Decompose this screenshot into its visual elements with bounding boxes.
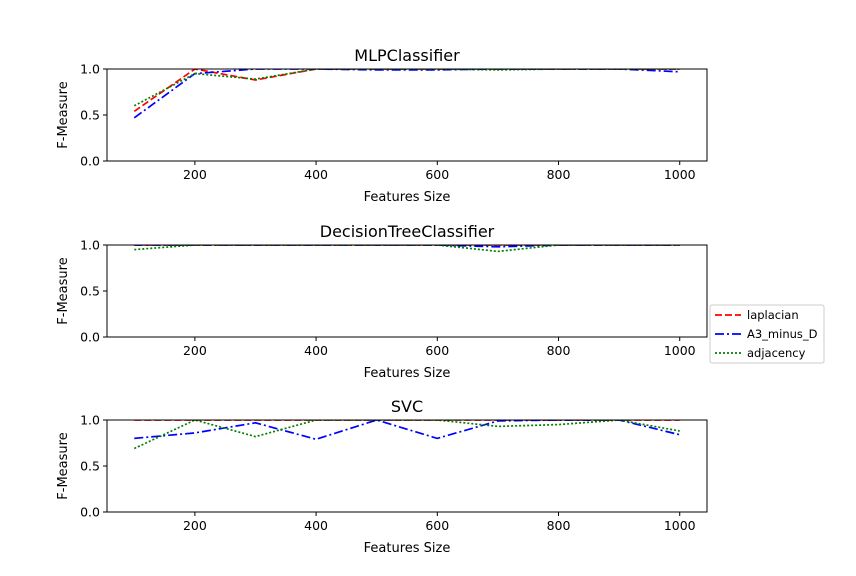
y-tick-label: 0.0: [80, 154, 100, 169]
y-tick-label: 0.5: [80, 459, 100, 474]
x-axis-label: Features Size: [364, 366, 451, 381]
legend: laplacian A3_minus_D adjacency: [709, 304, 825, 364]
y-tick-label: 0.5: [80, 284, 100, 299]
x-tick-label: 1000: [664, 343, 696, 358]
subplot-title: MLPClassifier: [354, 46, 460, 65]
subplot-2: 200 400 600 800 1000 0.0 0.5 1.0 DecisionTreeCla…: [56, 222, 708, 381]
subplot-3: 200 400 600 800 1000 0.0 0.5 1.0 SVC Features Siz…: [56, 397, 708, 556]
x-tick-label: 600: [425, 343, 449, 358]
y-tick-label: 1.0: [80, 413, 100, 428]
x-tick-label: 200: [183, 518, 207, 533]
y-tick-label: 1.0: [80, 238, 100, 253]
x-tick-label: 200: [183, 167, 207, 182]
subplot-title: SVC: [391, 397, 423, 416]
series-line-A3_minus_D: [134, 420, 680, 441]
legend-label: adjacency: [747, 346, 806, 360]
series-line-adjacency: [133, 420, 680, 450]
y-tick-label: 0.0: [80, 330, 100, 345]
subplot-title: DecisionTreeClassifier: [320, 222, 495, 241]
legend-label: laplacian: [747, 308, 799, 322]
legend-box: [709, 304, 825, 364]
series-group: [133, 69, 680, 119]
subplots-group: 200 400 600 800 1000 0.0 0.5 1.0 MLPClassifier Fe…: [56, 46, 708, 556]
series-line-A3_minus_D: [133, 69, 680, 119]
x-tick-label: 1000: [664, 518, 696, 533]
y-tick-label: 1.0: [80, 62, 100, 77]
x-tick-label: 1000: [664, 167, 696, 182]
x-tick-label: 800: [547, 167, 571, 182]
x-axis-label: Features Size: [364, 190, 451, 205]
x-tick-label: 400: [304, 518, 328, 533]
x-axis-label: Features Size: [364, 541, 451, 556]
x-tick-label: 600: [425, 518, 449, 533]
x-tick-label: 400: [304, 343, 328, 358]
y-tick-label: 0.5: [80, 108, 100, 123]
subplot-1: 200 400 600 800 1000 0.0 0.5 1.0 MLPClassifier Fe…: [56, 46, 708, 205]
x-tick-label: 800: [547, 518, 571, 533]
legend-label: A3_minus_D: [747, 327, 818, 341]
y-axis-label: F-Measure: [56, 257, 71, 324]
x-tick-label: 600: [425, 167, 449, 182]
series-line-laplacian: [133, 69, 680, 112]
series-group: [133, 420, 680, 450]
y-axis-label: F-Measure: [56, 432, 71, 499]
x-tick-label: 200: [183, 343, 207, 358]
x-tick-label: 400: [304, 167, 328, 182]
x-tick-label: 800: [547, 343, 571, 358]
y-axis-label: F-Measure: [56, 81, 71, 148]
y-tick-label: 0.0: [80, 505, 100, 520]
